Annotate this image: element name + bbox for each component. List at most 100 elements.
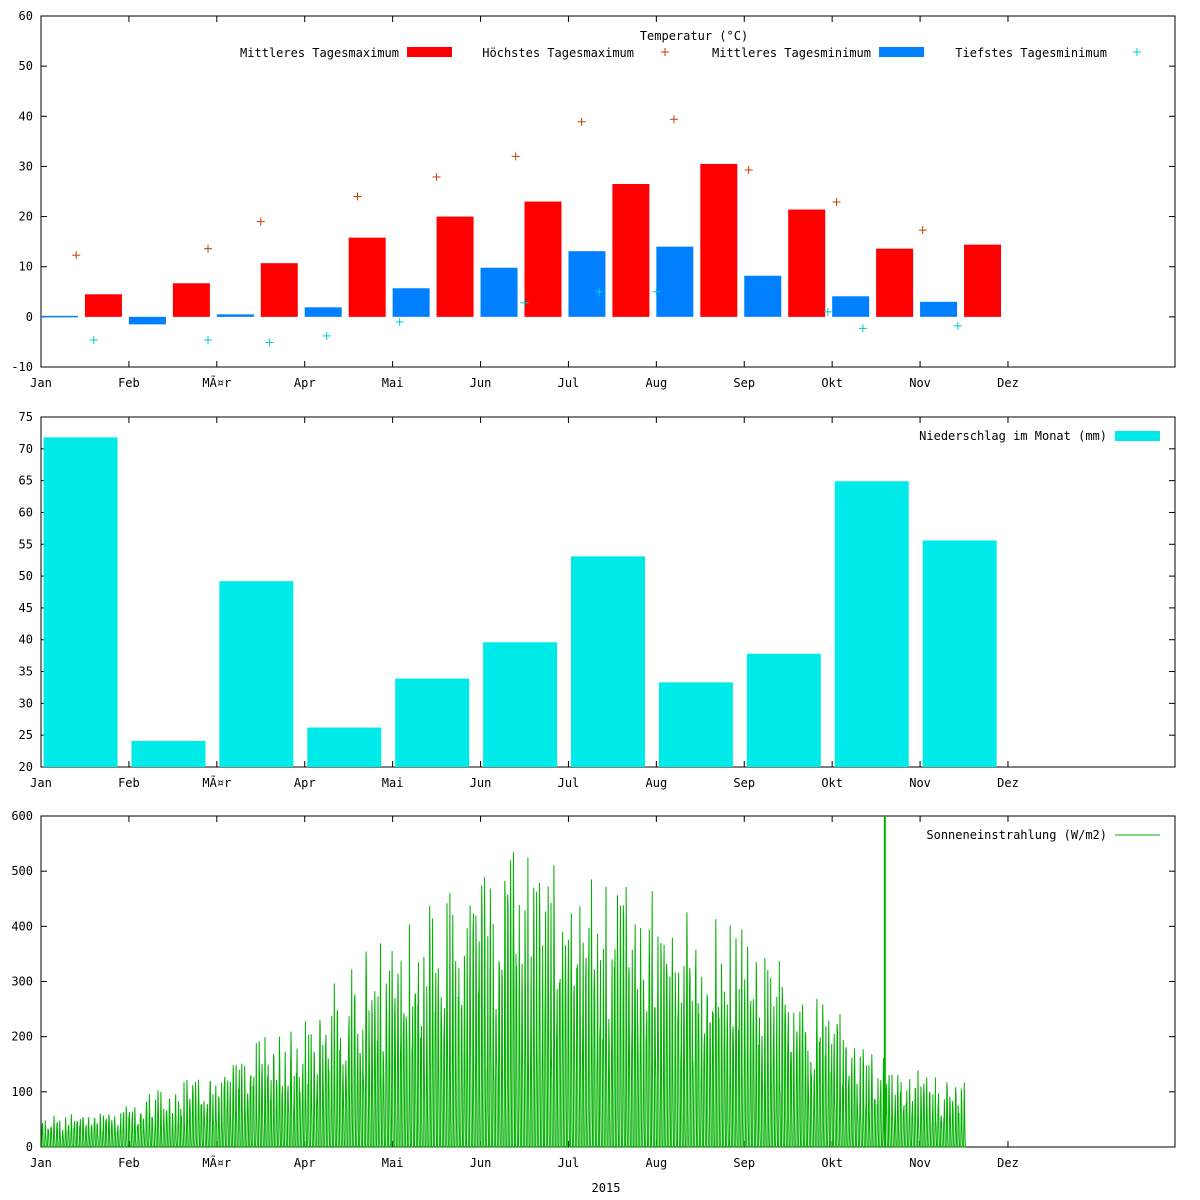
bar-precipitation (571, 556, 645, 767)
y-tick-label: 30 (19, 696, 33, 710)
bar-precipitation (746, 653, 821, 767)
legend-label: Höchstes Tagesmaximum (482, 46, 634, 60)
y-tick-label: 30 (19, 159, 33, 173)
bar-precipitation (307, 727, 382, 767)
x-tick-label: Feb (118, 1156, 140, 1170)
point-lowest-min (520, 298, 529, 307)
legend: Sonneneinstrahlung (W/m2) (926, 828, 1160, 842)
x-tick-label: Jul (558, 376, 580, 390)
bar-max-temp (788, 209, 826, 317)
y-tick-label: 55 (19, 537, 33, 551)
bar-min-temp (128, 316, 166, 325)
y-tick-label: 45 (19, 601, 33, 615)
y-tick-label: 25 (19, 728, 33, 742)
legend-label: Mittleres Tagesmaximum (240, 46, 399, 60)
x-tick-label: Jan (30, 1156, 52, 1170)
bar-precipitation (395, 678, 470, 767)
bar-min-temp (216, 314, 254, 317)
point-highest-max (256, 217, 265, 226)
point-lowest-min (595, 287, 604, 296)
y-tick-label: 75 (19, 410, 33, 424)
legend-label: Tiefstes Tagesminimum (955, 46, 1107, 60)
bar-min-temp (568, 251, 606, 317)
x-tick-label: Aug (646, 1156, 668, 1170)
y-tick-label: 60 (19, 505, 33, 519)
point-highest-max (511, 152, 520, 161)
bar-min-temp (392, 288, 430, 317)
y-tick-label: 400 (11, 919, 33, 933)
bar-max-temp (612, 183, 650, 317)
x-tick-label: Jun (470, 1156, 492, 1170)
legend-marker (661, 48, 669, 56)
chart-title: Temperatur (°C) (640, 29, 748, 43)
legend-label: Mittleres Tagesminimum (712, 46, 871, 60)
x-tick-label: Jul (558, 776, 580, 790)
bar-precipitation (658, 682, 733, 767)
legend-swatch (1115, 431, 1160, 441)
x-tick-label: Aug (646, 776, 668, 790)
bar-precipitation (922, 540, 997, 767)
point-lowest-min (953, 321, 962, 330)
legend: Mittleres Tagesmaximum Höchstes Tagesmaxi… (240, 46, 1141, 60)
y-tick-label: 65 (19, 474, 33, 488)
y-tick-label: 40 (19, 633, 33, 647)
x-tick-label: MÃ¤r (202, 1155, 231, 1170)
x-tick-label: Nov (909, 776, 931, 790)
x-tick-label: Okt (821, 776, 843, 790)
bar-min-temp (832, 296, 870, 317)
y-tick-label: 60 (19, 9, 33, 23)
x-tick-label: Sep (733, 1156, 755, 1170)
y-tick-label: 300 (11, 975, 33, 989)
bar-precipitation (131, 740, 206, 767)
x-tick-label: Dez (997, 776, 1019, 790)
legend-label: Sonneneinstrahlung (W/m2) (926, 828, 1107, 842)
point-highest-max (918, 226, 927, 235)
x-tick-label: Jan (30, 376, 52, 390)
bar-max-temp (700, 163, 738, 317)
x-tick-label: Feb (118, 376, 140, 390)
x-tick-label: Apr (294, 376, 316, 390)
bar-precipitation (834, 481, 909, 767)
legend-swatch (407, 47, 452, 57)
bar-max-temp (524, 201, 562, 317)
x-tick-label: Nov (909, 1156, 931, 1170)
point-highest-max (72, 251, 81, 260)
x-tick-label: Mai (382, 1156, 404, 1170)
y-tick-label: 10 (19, 260, 33, 274)
point-lowest-min (322, 331, 331, 340)
x-tick-label: Feb (118, 776, 140, 790)
y-tick-label: 50 (19, 59, 33, 73)
point-lowest-min (395, 317, 404, 326)
x-tick-label: Dez (997, 1156, 1019, 1170)
legend: Niederschlag im Monat (mm) (919, 429, 1160, 443)
x-tick-label: Mai (382, 776, 404, 790)
y-tick-label: 20 (19, 760, 33, 774)
bar-precipitation (43, 437, 118, 767)
bar-min-temp (920, 301, 958, 317)
legend-marker (1133, 48, 1141, 56)
y-tick-label: 600 (11, 809, 33, 823)
legend-swatch (879, 47, 924, 57)
point-highest-max (744, 165, 753, 174)
x-tick-label: Jun (470, 376, 492, 390)
point-lowest-min (265, 338, 274, 347)
plot-frame (40, 15, 1176, 368)
panel-3: 0 100 200 300 400 500 600 Jan Feb MÃ¤r Apr Mai Jun Ju… (11, 809, 1176, 1195)
x-tick-label: Aug (646, 376, 668, 390)
bar-precipitation (219, 581, 294, 767)
x-tick-label: MÃ¤r (202, 375, 231, 390)
x-tick-label: Sep (733, 376, 755, 390)
bar-precipitation (483, 642, 558, 767)
point-highest-max (577, 117, 586, 126)
x-tick-label: Okt (821, 376, 843, 390)
legend-label: Niederschlag im Monat (mm) (919, 429, 1107, 443)
y-tick-label: 35 (19, 665, 33, 679)
bar-min-temp (656, 246, 694, 317)
bar-max-temp (348, 237, 386, 317)
point-lowest-min (204, 335, 213, 344)
x-tick-label: MÃ¤r (202, 775, 231, 790)
y-tick-label: 20 (19, 210, 33, 224)
panel-2: 20 25 30 35 40 45 50 55 60 65 70 75 Jan Feb MÃ¤r Apr Mai… (19, 410, 1176, 790)
y-tick-label: 70 (19, 442, 33, 456)
